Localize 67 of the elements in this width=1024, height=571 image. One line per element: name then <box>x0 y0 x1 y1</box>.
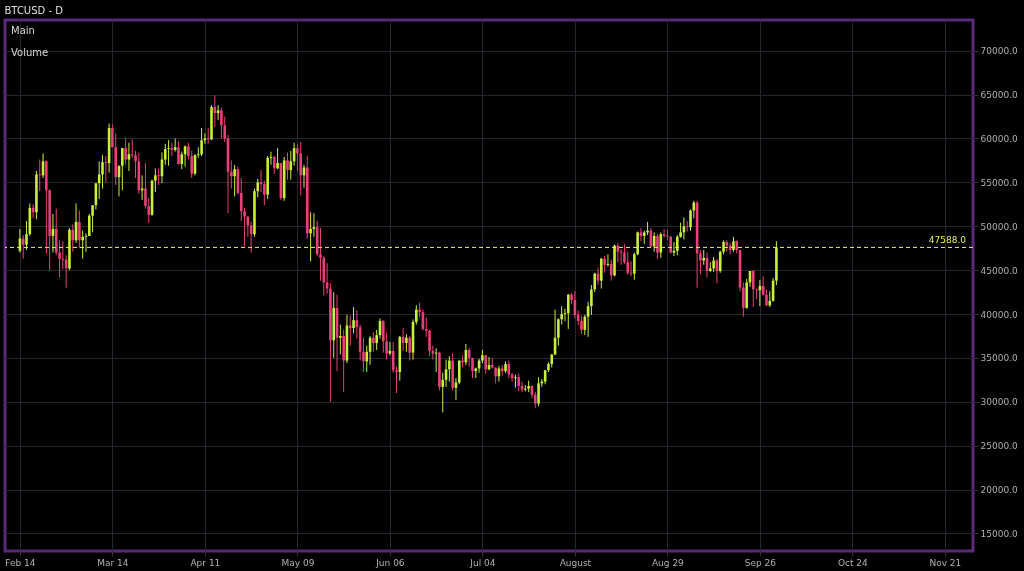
x-tick-label: Jun 06 <box>375 557 405 568</box>
candlestick <box>299 141 302 197</box>
candlestick <box>619 248 623 266</box>
y-tick-label: 60000.0 <box>980 133 1018 144</box>
candlestick <box>537 376 540 407</box>
candlestick <box>276 147 279 170</box>
candlestick <box>177 140 180 166</box>
x-tick-label: Oct 24 <box>837 557 869 568</box>
candlestick <box>580 315 583 335</box>
candlestick <box>484 354 487 375</box>
candlestick <box>742 281 745 318</box>
candlestick <box>629 260 633 277</box>
candlestick <box>124 137 127 166</box>
x-tick-label: Aug 29 <box>651 557 685 568</box>
y-tick-label: 35000.0 <box>980 353 1018 364</box>
y-tick-label: 45000.0 <box>980 265 1018 276</box>
candlestick <box>104 155 108 183</box>
x-tick-label: August <box>559 557 592 568</box>
x-tick-label: Apr 11 <box>190 557 221 568</box>
candlestick <box>71 224 75 253</box>
ref-line-label: 47588.0 <box>928 235 967 246</box>
candlestick <box>21 234 25 260</box>
candlestick <box>309 211 312 262</box>
candlestick <box>352 306 355 334</box>
candlestick <box>514 374 517 389</box>
x-tick-label: May 09 <box>281 557 315 568</box>
candlestick <box>372 331 375 353</box>
candlestick <box>659 231 663 259</box>
y-tick-label: 70000.0 <box>980 46 1018 57</box>
candlestick <box>121 147 124 191</box>
annotation: Volume <box>11 47 49 58</box>
candlestick <box>408 335 412 362</box>
y-tick-label: 25000.0 <box>980 441 1018 452</box>
candlestick <box>286 152 289 181</box>
annotation: Main <box>11 25 35 36</box>
candlestick <box>167 139 170 167</box>
candlestick <box>600 257 603 290</box>
y-tick-label: 30000.0 <box>980 397 1018 408</box>
x-tick-label: Nov 21 <box>929 557 962 568</box>
candlestick <box>339 324 342 355</box>
y-tick-label: 65000.0 <box>980 90 1018 101</box>
y-tick-label: 50000.0 <box>980 221 1018 232</box>
candlestick <box>61 240 65 270</box>
candlestick <box>609 259 613 282</box>
candlestick <box>81 230 84 260</box>
candlestick <box>606 253 610 268</box>
candlestick <box>448 355 451 383</box>
candlestick <box>656 233 659 260</box>
y-tick-label: 20000.0 <box>980 485 1018 496</box>
x-tick-label: Mar 14 <box>97 557 129 568</box>
candlestick <box>233 164 236 197</box>
x-tick-label: Feb 14 <box>5 557 36 568</box>
y-tick-label: 15000.0 <box>980 528 1018 539</box>
chart-title: BTCUSD - D <box>4 5 64 16</box>
candlestick <box>78 209 81 249</box>
candlestick <box>157 167 160 186</box>
y-tick-label: 55000.0 <box>980 177 1018 188</box>
candlestick <box>220 107 223 139</box>
candlestick <box>685 220 689 233</box>
y-tick-label: 40000.0 <box>980 309 1018 320</box>
candlestick <box>91 204 94 233</box>
x-tick-label: Jul 04 <box>469 557 496 568</box>
candlestick <box>348 315 352 347</box>
candlestick <box>38 159 42 192</box>
candlestick <box>566 293 570 330</box>
candlestick <box>200 127 203 157</box>
x-tick-label: Sep 26 <box>744 557 777 568</box>
